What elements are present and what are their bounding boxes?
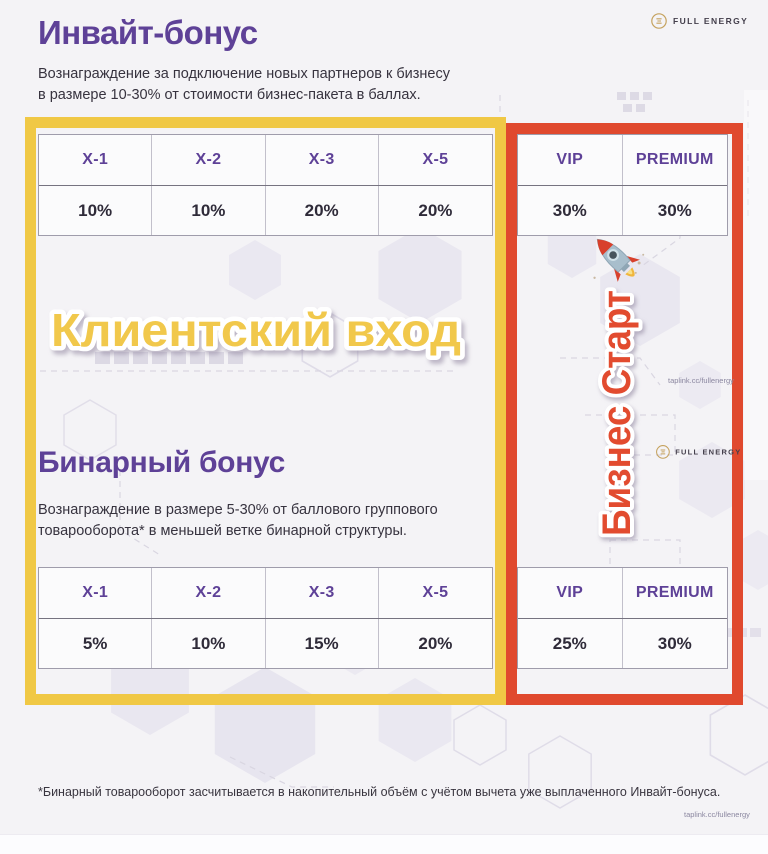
value-cell: 20% — [266, 186, 379, 235]
client-entry-frame — [25, 117, 506, 705]
taplink-watermark-bottom: taplink.cc/fullenergy — [684, 810, 750, 819]
header-cell: X-1 — [39, 568, 153, 618]
taplink-watermark: taplink.cc/fullenergy — [668, 376, 734, 385]
table-header-row: VIP PREMIUM — [518, 568, 727, 618]
business-start-text: Бизнес Старт — [595, 290, 639, 536]
value-cell: 25% — [518, 619, 623, 668]
bottom-band — [0, 834, 768, 854]
binary-bonus-table: X-1 X-2 X-3 X-5 5% 10% 15% 20% — [38, 567, 493, 669]
footnote: *Бинарный товарооборот засчитывается в н… — [38, 785, 721, 799]
header-cell: X-2 — [152, 568, 266, 618]
binary-bonus-title: Бинарный бонус — [38, 446, 286, 479]
binary-description-line2: товарооборота* в меньшей ветке бинарной … — [38, 523, 407, 539]
header-cell: PREMIUM — [635, 584, 714, 601]
table-value-row: 5% 10% 15% 20% — [39, 618, 492, 668]
header-cell: VIP — [518, 568, 623, 618]
binary-description-line1: Вознаграждение в размере 5-30% от баллов… — [38, 502, 438, 518]
header-cell: X-3 — [266, 135, 379, 185]
table-value-row: 25% 30% — [518, 618, 727, 668]
value-cell: 10% — [152, 186, 266, 235]
value-cell: 5% — [39, 619, 153, 668]
client-entry-headline: Клиентский вход — [47, 300, 466, 361]
table-value-row: 10% 10% 20% 20% — [39, 185, 492, 235]
full-energy-logo-icon — [651, 13, 667, 29]
header-cell: X-1 — [39, 135, 153, 185]
header-cell: X-3 — [266, 568, 379, 618]
business-start-frame — [506, 123, 743, 705]
business-start-headline: Бизнес Старт — [591, 286, 643, 540]
value-cell: 20% — [418, 633, 453, 653]
full-energy-logo-icon — [656, 445, 670, 459]
table-value-row: 30% 30% — [518, 185, 727, 235]
table-header-row: X-1 X-2 X-3 X-5 — [39, 568, 492, 618]
invite-description-line1: Вознаграждение за подключение новых парт… — [38, 66, 450, 82]
value-cell: 30% — [518, 186, 623, 235]
value-cell: 20% — [418, 200, 453, 220]
invite-description: Вознаграждение за подключение новых парт… — [38, 64, 450, 106]
table-header-row: X-1 X-2 X-3 X-5 — [39, 135, 492, 185]
brand-name: FULL ENERGY — [673, 16, 749, 26]
value-cell: 15% — [266, 619, 379, 668]
header-cell: X-5 — [422, 151, 449, 168]
header-cell: PREMIUM — [635, 151, 714, 168]
client-entry-text: Клиентский вход — [51, 304, 461, 356]
brand-logo-top: FULL ENERGY — [650, 12, 748, 30]
header-cell: VIP — [518, 135, 623, 185]
binary-vip-table: VIP PREMIUM 25% 30% — [517, 567, 728, 669]
value-cell: 30% — [657, 200, 692, 220]
brand-logo-mid: FULL ENERGY — [655, 444, 741, 460]
invite-bonus-table: X-1 X-2 X-3 X-5 10% 10% 20% 20% — [38, 134, 493, 236]
binary-description: Вознаграждение в размере 5-30% от баллов… — [38, 500, 438, 542]
table-header-row: VIP PREMIUM — [518, 135, 727, 185]
value-cell: 10% — [152, 619, 266, 668]
rocket-icon — [593, 238, 645, 282]
invite-description-line2: в размере 10-30% от стоимости бизнес-пак… — [38, 87, 421, 103]
value-cell: 10% — [39, 186, 153, 235]
value-cell: 30% — [657, 633, 692, 653]
header-cell: X-2 — [152, 135, 266, 185]
page-title: Инвайт-бонус — [38, 14, 258, 51]
brand-name: FULL ENERGY — [675, 447, 742, 457]
header-cell: X-5 — [422, 584, 449, 601]
invite-vip-table: VIP PREMIUM 30% 30% — [517, 134, 728, 236]
